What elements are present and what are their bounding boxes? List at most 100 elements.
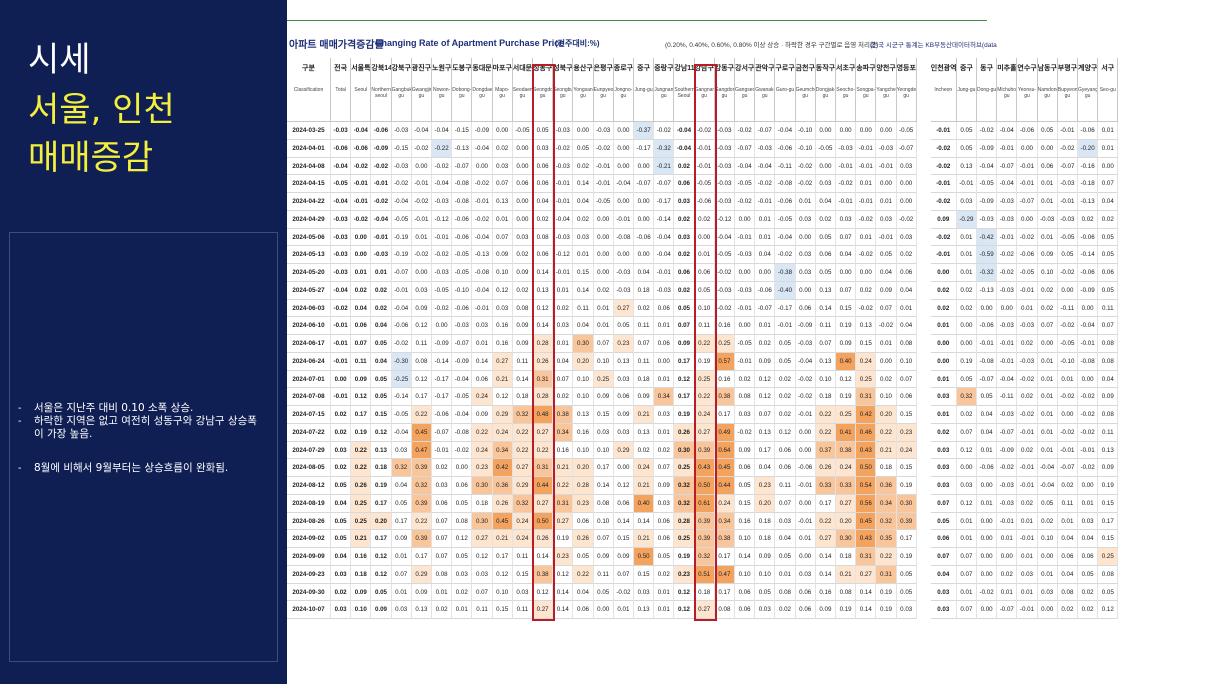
table-cell: 0.21 (351, 530, 372, 548)
table-cell: 0.07 (391, 565, 412, 584)
table-cell: -0.15 (391, 139, 412, 158)
table-cell: -0.01 (956, 175, 977, 193)
table-cell: 0.08 (411, 352, 432, 371)
table-cell: 0.03 (956, 193, 977, 211)
table-cell: 0.12 (956, 441, 977, 460)
table-cell: -0.01 (735, 299, 756, 318)
table-cell: -0.03 (391, 157, 412, 176)
row-date: 2024-09-23 (287, 565, 331, 584)
table-cell: 0.04 (573, 317, 594, 335)
column-header-ko: 남동구 (1037, 65, 1057, 72)
table-cell: 0.44 (533, 477, 554, 495)
table-cell: -0.01 (553, 264, 574, 282)
table-cell: 0.16 (714, 370, 735, 389)
table-cell: -0.02 (714, 299, 735, 318)
table-cell: 0.39 (411, 459, 432, 477)
row-date: 2024-07-08 (287, 388, 331, 406)
column-header-ko: 서울특별시 (351, 65, 371, 72)
table-cell: 0.27 (553, 512, 574, 531)
table-cell: 0.00 (1037, 548, 1058, 566)
table-cell: -0.04 (654, 246, 675, 264)
table-cell: 0.18 (351, 565, 372, 584)
table-cell: 0.06 (613, 388, 634, 406)
table-cell: -0.01 (1078, 441, 1099, 460)
table-cell: -0.01 (876, 228, 897, 247)
table-cell: 0.01 (1037, 370, 1058, 389)
column-header: 강남구 Gangnam-gu (694, 58, 715, 122)
table-cell: -0.01 (432, 441, 453, 460)
table-cell: 0.05 (452, 494, 473, 513)
table-cell: 0.09 (472, 406, 493, 424)
table-cell: 0.08 (896, 335, 917, 353)
table-cell: 0.07 (432, 530, 453, 548)
table-cell: -0.02 (432, 246, 453, 264)
table-cell: 0.03 (1017, 565, 1038, 584)
table-cell: 0.09 (654, 477, 675, 495)
table-cell: -0.01 (411, 210, 432, 229)
table-cell: -0.02 (876, 317, 897, 335)
table-cell: -0.05 (512, 122, 533, 140)
table-cell: 0.25 (351, 494, 372, 513)
table-cell: -0.03 (432, 264, 453, 282)
column-header-ko: 송파구 (856, 65, 876, 72)
table-cell: 0.03 (896, 157, 917, 176)
column-header: 동대문구 Dongdaemun-gu (472, 58, 493, 122)
column-header-ko: 서대문구 (512, 65, 533, 72)
table-cell: 0.01 (795, 530, 816, 548)
column-header-ko: 금천구 (795, 65, 815, 72)
table-cell: -0.03 (997, 494, 1018, 513)
table-cell: 0.06 (432, 494, 453, 513)
table-cell: -0.07 (896, 139, 917, 158)
table-cell: 0.05 (1098, 246, 1119, 264)
table-cell: 0.13 (533, 281, 554, 300)
table-cell: 0.04 (553, 352, 574, 371)
table-cell: -0.01 (795, 406, 816, 424)
table-cell: 0.28 (533, 335, 554, 353)
table-cell: 0.08 (775, 583, 796, 602)
table-cell: 0.07 (593, 530, 614, 548)
column-header-ko: 동작구 (815, 65, 836, 72)
table-cell: 0.15 (1098, 530, 1119, 548)
table-cell: -0.02 (1057, 423, 1078, 442)
table-cell: 0.32 (694, 548, 715, 566)
table-cell: -0.02 (553, 139, 574, 158)
table-cell: 0.22 (553, 477, 574, 495)
column-header-ko: 강북14개구 (371, 65, 390, 72)
table-cell: 0.19 (876, 583, 897, 602)
table-cell: 0.06 (573, 601, 594, 619)
table-cell: 0.24 (836, 459, 857, 477)
table-cell: 0.64 (714, 441, 735, 460)
table-cell: 0.47 (411, 441, 432, 460)
table-cell: -0.01 (836, 193, 857, 211)
table-cell: 0.13 (371, 441, 392, 460)
table-cell: -0.06 (694, 193, 715, 211)
table-cell: 0.05 (1078, 565, 1099, 584)
table-cell: 0.26 (815, 459, 836, 477)
table-cell: 0.61 (694, 494, 715, 513)
table-cell: -0.19 (391, 228, 412, 247)
table-cell: 0.01 (371, 264, 392, 282)
column-header-ko: 미추홀구 (997, 65, 1017, 72)
table-cell: -0.06 (351, 139, 372, 158)
table-cell: 0.11 (512, 548, 533, 566)
table-cell: 0.19 (896, 548, 917, 566)
table-cell: 0.04 (775, 530, 796, 548)
table-cell: -0.03 (714, 139, 735, 158)
table-cell: 0.18 (371, 459, 392, 477)
table-cell: -0.05 (331, 175, 352, 193)
table-cell: 0.13 (856, 317, 877, 335)
table-cell: -0.13 (452, 139, 473, 158)
table-cell: 0.18 (836, 548, 857, 566)
table-cell: 0.08 (452, 512, 473, 531)
table-cell: 0.19 (1098, 477, 1119, 495)
row-date: 2024-07-29 (287, 441, 331, 460)
table-cell: 0.40 (634, 494, 655, 513)
table-cell: 0.08 (1098, 335, 1119, 353)
table-cell: -0.05 (391, 210, 412, 229)
column-header: 강서구 Gangseo-gu (735, 58, 756, 122)
table-cell: 0.08 (1057, 583, 1078, 602)
table-cell: -0.19 (391, 246, 412, 264)
table-cell: 0.23 (573, 494, 594, 513)
table-cell: -0.03 (1017, 317, 1038, 335)
table-cell: -0.01 (930, 246, 957, 264)
